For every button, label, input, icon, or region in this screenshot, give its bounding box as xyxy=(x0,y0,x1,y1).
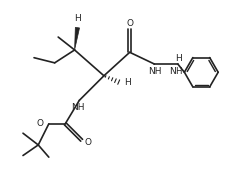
Text: NH: NH xyxy=(148,67,162,76)
Text: O: O xyxy=(84,138,91,147)
Text: O: O xyxy=(126,19,133,28)
Polygon shape xyxy=(75,27,80,50)
Text: N: N xyxy=(169,67,176,76)
Text: H: H xyxy=(74,13,81,23)
Text: NH: NH xyxy=(71,103,84,112)
Text: O: O xyxy=(37,119,44,128)
Text: H: H xyxy=(175,67,182,76)
Text: H: H xyxy=(125,78,131,87)
Text: H: H xyxy=(176,54,182,63)
